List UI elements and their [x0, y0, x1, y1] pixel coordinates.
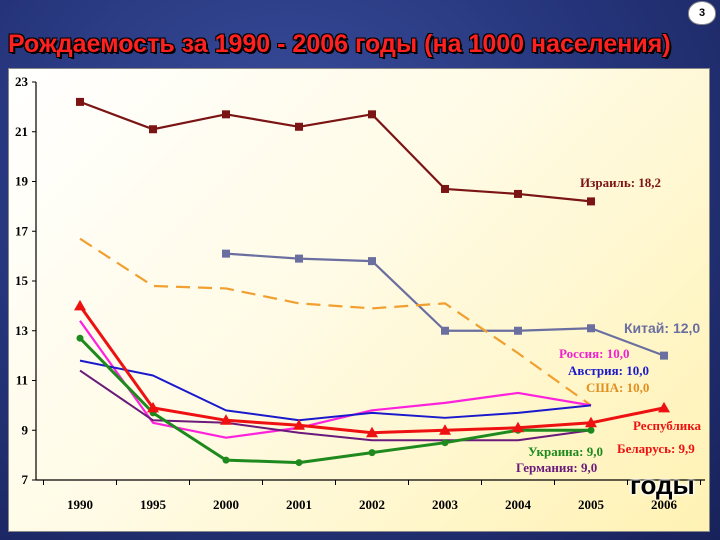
series-7-point	[220, 414, 232, 425]
axes-layer: 7 9 11 13 15 17 19 21 23 1990 1995 2000 2001 2002 2003…	[15, 74, 705, 512]
x-axis-title: годы	[630, 470, 695, 500]
x-tick-label: 2006	[651, 497, 678, 512]
series-6-point	[368, 449, 376, 457]
series-6-point	[295, 459, 303, 467]
y-tick-label: 19	[15, 174, 29, 189]
label-belarus-line1: Республика	[633, 418, 702, 433]
series-3-line	[79, 320, 592, 439]
series-0-point	[295, 122, 303, 131]
x-tick-label: 1995	[140, 497, 167, 512]
series-6-point	[76, 334, 84, 342]
x-tick-label: 2001	[286, 497, 312, 512]
x-tick-label: 1990	[67, 497, 93, 512]
series-0-point	[441, 184, 449, 193]
y-tick-label: 9	[22, 422, 29, 437]
y-tick-label: 11	[16, 373, 28, 388]
series-0-point	[76, 97, 84, 106]
x-tick-label: 2005	[578, 497, 605, 512]
series-7-point	[585, 416, 597, 428]
y-tick-label: 7	[22, 472, 29, 487]
series-1-point	[441, 326, 449, 335]
series-1-point	[368, 257, 376, 266]
series-7-point	[366, 426, 378, 438]
series-6-line	[78, 337, 591, 465]
series-1-point	[587, 324, 595, 333]
series-1-point	[295, 254, 303, 263]
series-7-point	[512, 421, 524, 433]
y-tick-label: 21	[15, 124, 28, 139]
label-china: Китай: 12,0	[624, 320, 700, 336]
series-0-point	[222, 110, 230, 119]
label-germany: Германия: 9,0	[516, 460, 597, 475]
series-6-point	[222, 456, 230, 464]
x-tick-label: 2002	[359, 497, 385, 512]
series-1-point	[660, 351, 668, 360]
y-tick-label: 23	[15, 74, 29, 89]
series-1-point	[514, 326, 522, 335]
series-6-point	[587, 426, 595, 434]
series-0-point	[368, 110, 376, 119]
label-israel: Израиль: 18,2	[580, 175, 661, 190]
series-1-point	[222, 249, 230, 258]
series-0-point	[587, 197, 595, 206]
series-4-line	[79, 359, 592, 422]
y-tick-label: 17	[15, 223, 29, 238]
label-usa: США: 10,0	[586, 380, 649, 395]
series-7-point	[439, 424, 451, 435]
series-6-point	[441, 439, 449, 447]
series-7-point	[658, 401, 670, 413]
label-austria: Австрия: 10,0	[568, 363, 649, 378]
series-0-line	[79, 100, 592, 203]
label-russia: Россия: 10,0	[559, 346, 630, 361]
y-tick-label: 13	[15, 323, 29, 338]
series-7-point	[147, 401, 159, 413]
series-2-line	[79, 237, 592, 407]
series-layer	[74, 97, 670, 467]
slide-title: Рождаемость за 1990 - 2006 годы (на 1000…	[8, 30, 671, 58]
x-tick-label: 2000	[213, 497, 239, 512]
series-labels-layer: Израиль: 18,2 Китай: 12,0 Россия: 10,0 А…	[516, 175, 702, 475]
x-tick-label: 2003	[432, 497, 459, 512]
series-7-point	[74, 299, 86, 311]
page-number-badge: 3	[688, 1, 716, 25]
y-tick-label: 15	[15, 273, 29, 288]
x-tick-label: 2004	[505, 497, 532, 512]
label-belarus-line2: Беларусь: 9,9	[617, 441, 695, 456]
series-0-point	[149, 125, 157, 134]
series-7-point	[293, 419, 305, 430]
series-0-point	[514, 189, 522, 198]
label-ukraine: Украина: 9,0	[528, 444, 603, 459]
